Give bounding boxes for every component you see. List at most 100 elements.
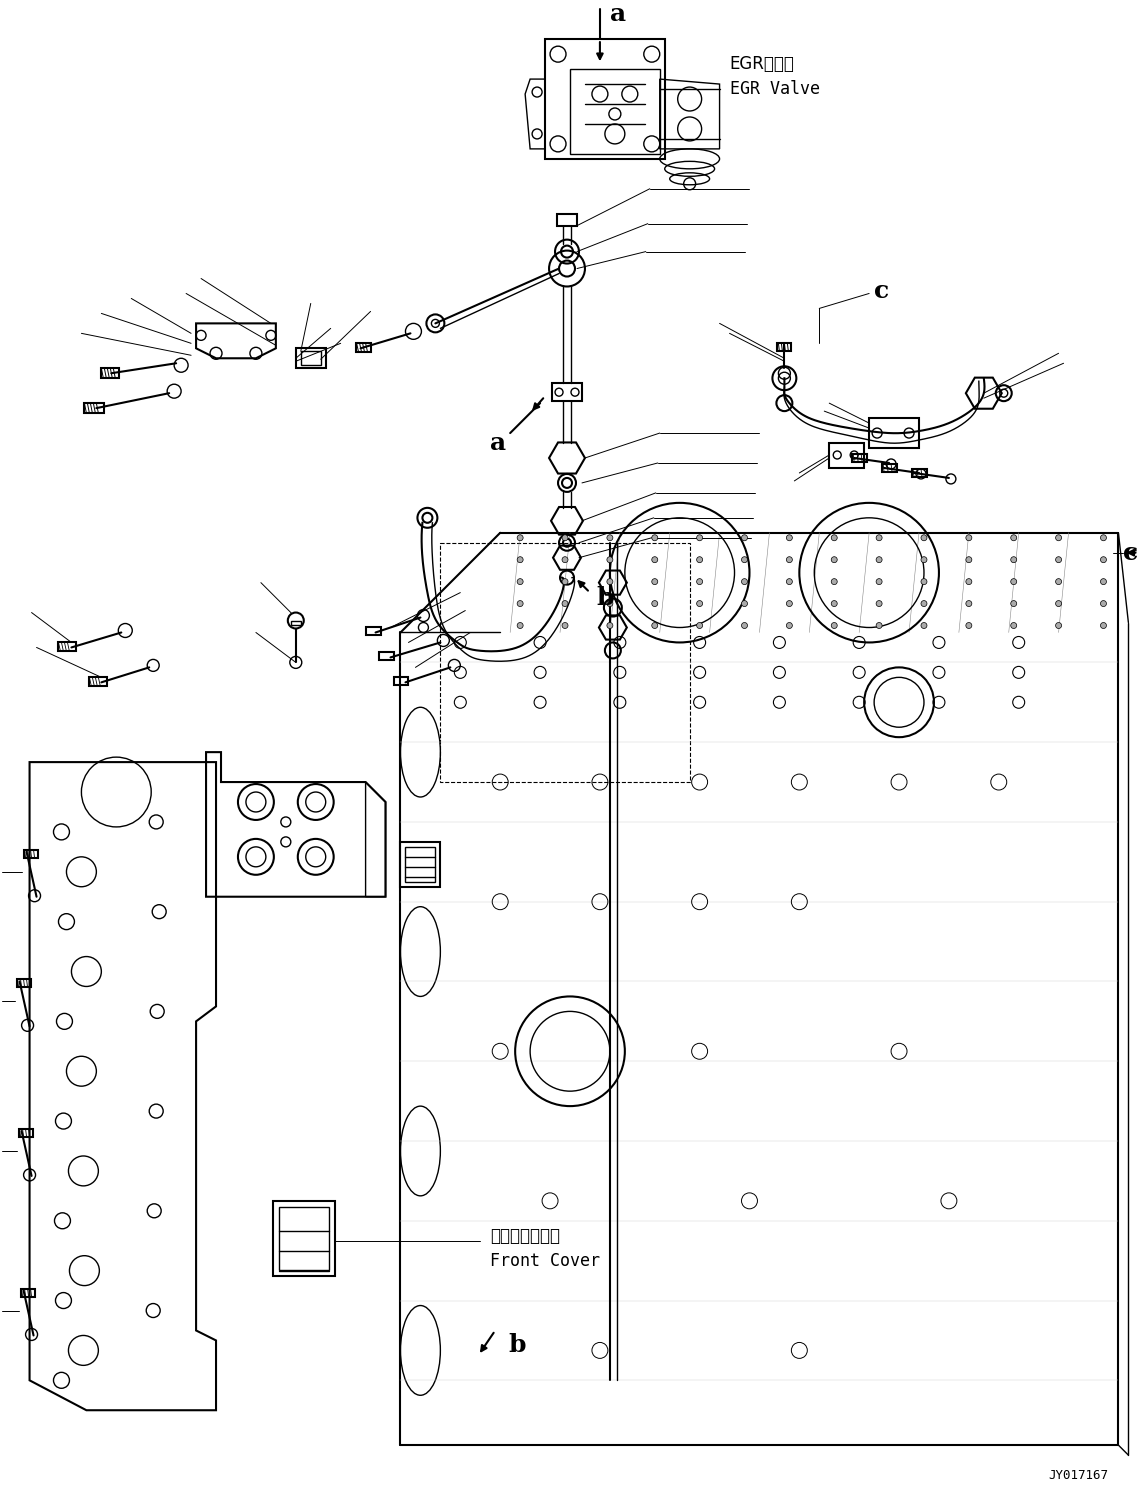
Bar — [17, 979, 31, 988]
Circle shape — [1100, 534, 1107, 540]
Text: a: a — [610, 3, 626, 27]
Circle shape — [607, 557, 613, 562]
Circle shape — [1055, 601, 1061, 607]
Circle shape — [742, 534, 747, 540]
Circle shape — [563, 534, 568, 540]
Text: EGR Valve: EGR Valve — [729, 81, 819, 98]
Bar — [58, 643, 76, 652]
Circle shape — [607, 579, 613, 585]
Circle shape — [742, 622, 747, 628]
Circle shape — [607, 601, 613, 607]
Bar — [777, 343, 792, 351]
Bar — [440, 543, 689, 782]
Circle shape — [832, 622, 837, 628]
Circle shape — [697, 557, 703, 562]
Circle shape — [921, 579, 926, 585]
Circle shape — [966, 579, 972, 585]
Circle shape — [652, 579, 657, 585]
Circle shape — [786, 579, 792, 585]
Text: c: c — [874, 279, 889, 303]
Circle shape — [607, 622, 613, 628]
Text: a: a — [491, 431, 507, 455]
Bar — [379, 652, 394, 661]
Circle shape — [1100, 579, 1107, 585]
Circle shape — [786, 534, 792, 540]
Circle shape — [1011, 534, 1017, 540]
Circle shape — [921, 601, 926, 607]
Circle shape — [742, 601, 747, 607]
Bar — [21, 1289, 34, 1297]
Circle shape — [832, 534, 837, 540]
Circle shape — [832, 557, 837, 562]
Bar — [291, 621, 301, 625]
Bar — [405, 847, 436, 882]
Circle shape — [876, 601, 882, 607]
Circle shape — [563, 557, 568, 562]
Circle shape — [786, 601, 792, 607]
Circle shape — [1055, 534, 1061, 540]
Circle shape — [876, 579, 882, 585]
Circle shape — [517, 601, 523, 607]
Text: b: b — [508, 1334, 526, 1358]
Circle shape — [1100, 622, 1107, 628]
Circle shape — [652, 534, 657, 540]
Circle shape — [742, 557, 747, 562]
Text: EGRバルブ: EGRバルブ — [729, 55, 794, 73]
Circle shape — [563, 579, 568, 585]
Circle shape — [517, 622, 523, 628]
Bar — [273, 1201, 334, 1276]
Circle shape — [742, 579, 747, 585]
Circle shape — [1011, 557, 1017, 562]
Bar — [882, 464, 897, 471]
Bar — [400, 841, 440, 886]
Bar — [89, 677, 107, 686]
Circle shape — [921, 557, 926, 562]
Bar — [296, 348, 325, 369]
Text: JY017167: JY017167 — [1049, 1468, 1109, 1482]
Circle shape — [876, 534, 882, 540]
Circle shape — [966, 534, 972, 540]
Circle shape — [517, 557, 523, 562]
Circle shape — [786, 557, 792, 562]
Circle shape — [652, 557, 657, 562]
Circle shape — [832, 579, 837, 585]
Circle shape — [1055, 557, 1061, 562]
Bar — [24, 850, 38, 858]
Circle shape — [563, 622, 568, 628]
Circle shape — [876, 557, 882, 562]
Circle shape — [966, 557, 972, 562]
Circle shape — [697, 622, 703, 628]
Circle shape — [966, 601, 972, 607]
Circle shape — [1011, 579, 1017, 585]
Bar — [365, 628, 381, 636]
Text: c: c — [1124, 540, 1139, 564]
Circle shape — [652, 601, 657, 607]
Bar — [869, 418, 919, 448]
Bar — [301, 351, 321, 366]
Bar — [830, 443, 864, 468]
Circle shape — [697, 601, 703, 607]
Circle shape — [563, 601, 568, 607]
Text: Front Cover: Front Cover — [491, 1252, 600, 1270]
Circle shape — [517, 534, 523, 540]
Circle shape — [697, 579, 703, 585]
Bar — [394, 677, 408, 685]
Circle shape — [288, 613, 304, 628]
Bar — [557, 213, 577, 225]
Bar — [278, 1207, 329, 1270]
Bar — [552, 383, 582, 401]
Bar — [356, 343, 371, 352]
Circle shape — [652, 622, 657, 628]
Text: b: b — [596, 585, 614, 610]
Circle shape — [607, 534, 613, 540]
Bar — [102, 369, 120, 377]
Circle shape — [697, 534, 703, 540]
Circle shape — [517, 579, 523, 585]
Circle shape — [786, 622, 792, 628]
Circle shape — [832, 601, 837, 607]
Circle shape — [921, 622, 926, 628]
Circle shape — [966, 622, 972, 628]
Bar — [84, 403, 104, 413]
Circle shape — [1100, 601, 1107, 607]
Circle shape — [1100, 557, 1107, 562]
